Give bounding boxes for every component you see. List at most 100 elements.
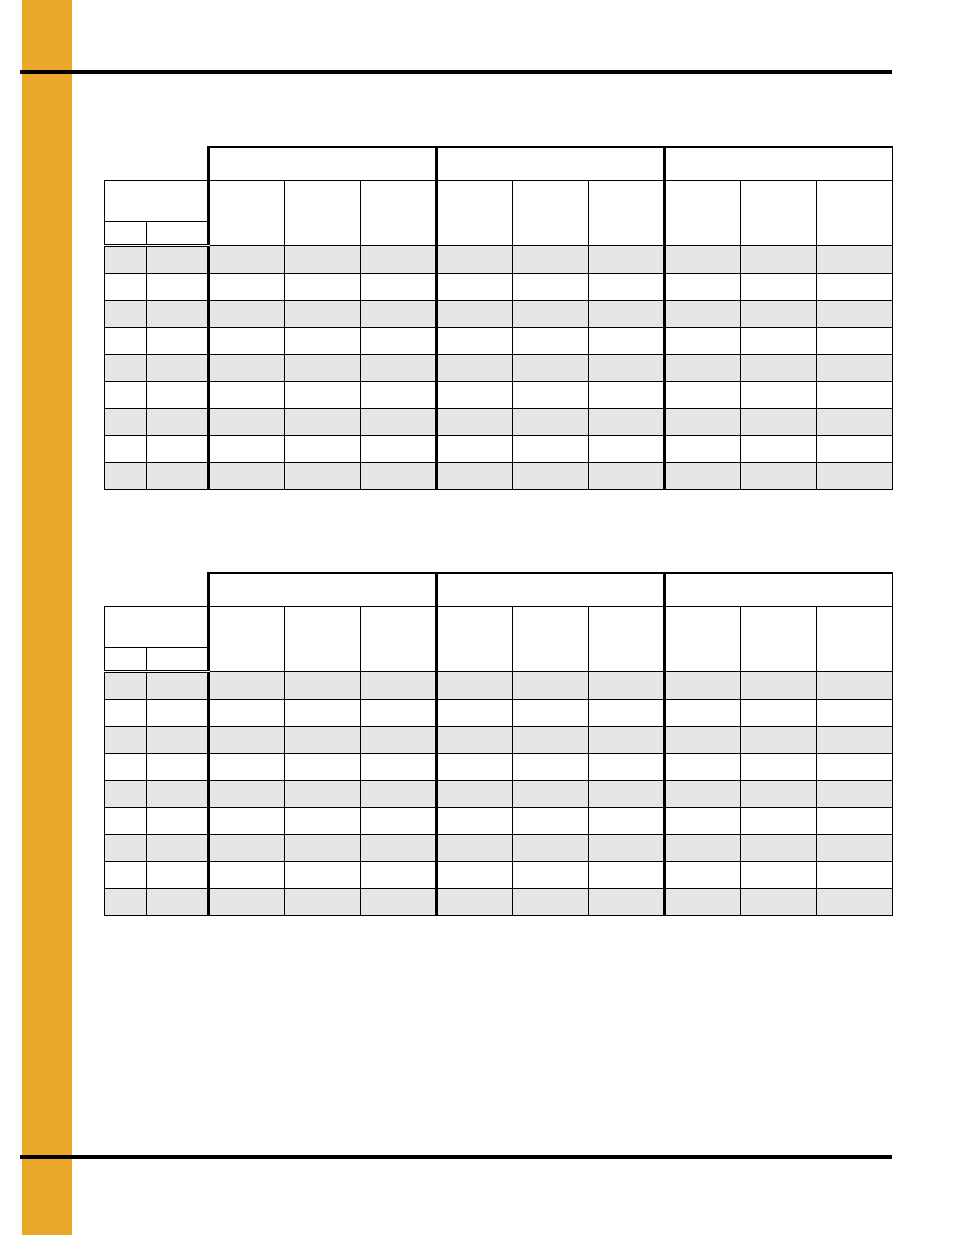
cell — [817, 409, 893, 436]
cell — [147, 835, 209, 862]
cell — [437, 835, 513, 862]
cell — [209, 246, 285, 274]
t1-g1c2 — [285, 181, 361, 246]
table-row — [105, 246, 893, 274]
table-row — [105, 700, 893, 727]
table-row — [105, 754, 893, 781]
cell — [105, 781, 147, 808]
cell — [285, 862, 361, 889]
cell — [589, 409, 665, 436]
cell — [741, 463, 817, 490]
cell — [741, 274, 817, 301]
cell — [147, 672, 209, 700]
cell — [589, 301, 665, 328]
cell — [817, 700, 893, 727]
cell — [513, 862, 589, 889]
cell — [361, 862, 437, 889]
t1-g2c2 — [513, 181, 589, 246]
table2-title — [104, 550, 892, 566]
t1-group1-head — [209, 147, 437, 181]
cell — [513, 727, 589, 754]
left-sidebar-stripe — [22, 0, 72, 1235]
table-row — [105, 463, 893, 490]
cell — [105, 835, 147, 862]
cell — [513, 754, 589, 781]
table-row — [105, 672, 893, 700]
cell — [741, 835, 817, 862]
cell — [817, 781, 893, 808]
cell — [147, 409, 209, 436]
cell — [147, 328, 209, 355]
cell — [147, 862, 209, 889]
cell — [147, 808, 209, 835]
cell — [817, 436, 893, 463]
cell — [209, 727, 285, 754]
cell — [285, 436, 361, 463]
cell — [209, 274, 285, 301]
cell — [437, 727, 513, 754]
t2-g3c3 — [817, 607, 893, 672]
cell — [285, 355, 361, 382]
cell — [285, 274, 361, 301]
cell — [285, 246, 361, 274]
cell — [361, 727, 437, 754]
t2-left-col1 — [105, 648, 147, 672]
cell — [817, 835, 893, 862]
cell — [665, 382, 741, 409]
t2-g3c1 — [665, 607, 741, 672]
cell — [741, 436, 817, 463]
cell — [665, 727, 741, 754]
cell — [589, 436, 665, 463]
table-row — [105, 808, 893, 835]
page-content — [72, 0, 954, 916]
t1-left-col2 — [147, 222, 209, 246]
table-row — [105, 436, 893, 463]
table-row — [105, 301, 893, 328]
t2-g2c1 — [437, 607, 513, 672]
cell — [817, 754, 893, 781]
cell — [209, 808, 285, 835]
cell — [817, 274, 893, 301]
cell — [665, 781, 741, 808]
cell — [665, 862, 741, 889]
cell — [437, 355, 513, 382]
cell — [437, 862, 513, 889]
cell — [437, 672, 513, 700]
cell — [147, 700, 209, 727]
cell — [665, 463, 741, 490]
cell — [513, 246, 589, 274]
cell — [147, 727, 209, 754]
cell — [665, 301, 741, 328]
cell — [589, 835, 665, 862]
cell — [147, 781, 209, 808]
cell — [285, 781, 361, 808]
cell — [285, 301, 361, 328]
cell — [209, 835, 285, 862]
t1-g2c3 — [589, 181, 665, 246]
cell — [665, 355, 741, 382]
t1-g1c3 — [361, 181, 437, 246]
table-row — [105, 355, 893, 382]
cell — [589, 727, 665, 754]
cell — [105, 700, 147, 727]
cell — [209, 463, 285, 490]
cell — [817, 463, 893, 490]
cell — [105, 274, 147, 301]
cell — [209, 672, 285, 700]
cell — [665, 835, 741, 862]
t2-g2c2 — [513, 607, 589, 672]
cell — [665, 274, 741, 301]
cell — [741, 700, 817, 727]
cell — [105, 328, 147, 355]
cell — [513, 328, 589, 355]
table-row — [105, 274, 893, 301]
cell — [437, 889, 513, 916]
cell — [513, 382, 589, 409]
cell — [285, 889, 361, 916]
cell — [361, 382, 437, 409]
cell — [513, 301, 589, 328]
t2-left-head — [105, 607, 209, 648]
cell — [513, 889, 589, 916]
cell — [209, 301, 285, 328]
cell — [741, 672, 817, 700]
